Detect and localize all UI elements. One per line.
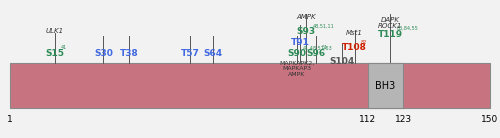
- Text: T119: T119: [378, 30, 402, 39]
- Text: T108: T108: [342, 43, 367, 52]
- Text: S104: S104: [329, 57, 354, 66]
- Bar: [10, 63, 490, 108]
- Text: AMPK: AMPK: [296, 14, 316, 20]
- Text: T38: T38: [120, 49, 139, 58]
- Text: 150: 150: [482, 115, 498, 124]
- Bar: [368, 63, 403, 108]
- Text: ULK1: ULK1: [46, 28, 64, 34]
- Text: 123: 123: [394, 115, 411, 124]
- Text: 48,51,11: 48,51,11: [312, 23, 334, 28]
- Text: S15: S15: [46, 49, 64, 58]
- Text: MAPKAPK2,
MAPKAP3
AMPK: MAPKAPK2, MAPKAP3 AMPK: [279, 61, 314, 76]
- Text: 41,48,51-53: 41,48,51-53: [302, 45, 332, 50]
- Text: S90: S90: [287, 49, 306, 58]
- Text: 41: 41: [61, 45, 68, 50]
- Text: 83,84,55: 83,84,55: [396, 26, 418, 31]
- Text: S93: S93: [297, 27, 316, 36]
- Text: 112: 112: [359, 115, 376, 124]
- Text: Mst1: Mst1: [346, 30, 363, 36]
- Text: S30: S30: [94, 49, 113, 58]
- Text: 51: 51: [322, 45, 328, 50]
- Text: T57: T57: [181, 49, 200, 58]
- Text: BH3: BH3: [375, 81, 396, 91]
- Text: DAPK
ROCK1: DAPK ROCK1: [378, 17, 402, 29]
- Text: S96: S96: [306, 49, 326, 58]
- Text: S64: S64: [204, 49, 223, 58]
- Text: T91: T91: [290, 38, 310, 47]
- Text: 1: 1: [7, 115, 13, 124]
- Text: 82: 82: [360, 40, 367, 45]
